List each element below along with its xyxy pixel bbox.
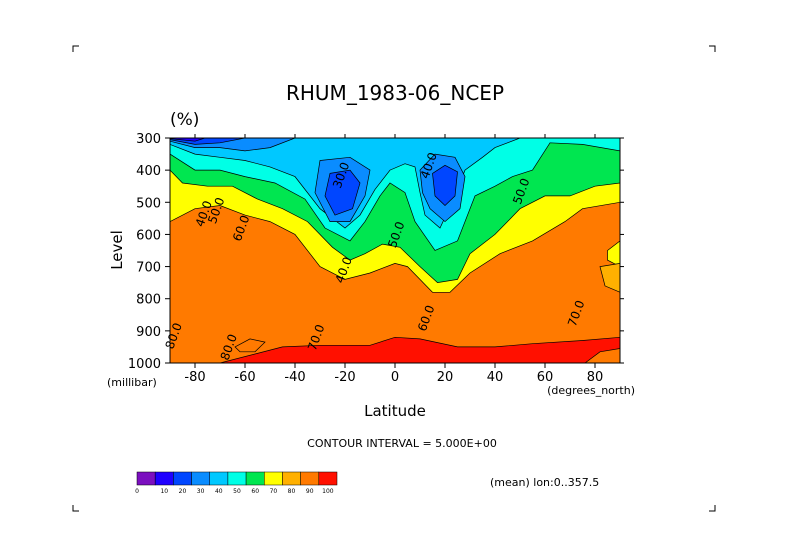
colorbar-swatch [227, 471, 247, 486]
x-tick-label: 80 [587, 370, 604, 385]
colorbar: 0 10 20 30 40 50 60 70 80 90 100 [135, 471, 338, 495]
contour-band-2 [584, 348, 620, 363]
contour-band-1 [234, 338, 266, 353]
x-tick-label: -80 [184, 370, 205, 385]
colorbar-swatch [282, 471, 301, 486]
page-corner-marks [72, 45, 716, 512]
colorbar-swatch [173, 471, 192, 486]
y-axis-label: Level [108, 230, 126, 270]
x-axis-label: Latitude [364, 402, 426, 420]
colorbar-label: 100 [322, 488, 334, 495]
x-tick-label: 20 [437, 370, 454, 385]
colorbar-label: 60 [251, 488, 259, 495]
contour-band-12 [324, 169, 361, 216]
colorbar-swatch [300, 471, 320, 486]
colorbar-swatch [191, 471, 210, 486]
plot-area [170, 138, 620, 363]
colorbar-label: 10 [160, 488, 168, 495]
x-tick-label: -20 [334, 370, 355, 385]
contour-band-13 [432, 164, 458, 206]
mean-longitude-text: (mean) lon:0..357.5 [490, 476, 599, 489]
axis-ticks: -80 -60 -40 -20 0 20 40 60 80 300 400 500 600 700 800 9… [128, 132, 624, 385]
colorbar-label: 40 [215, 488, 223, 495]
y-tick-label: 500 [136, 196, 161, 211]
contour-interval-text: CONTOUR INTERVAL = 5.000E+00 [307, 437, 497, 450]
colorbar-label: 70 [270, 488, 278, 495]
y-tick-label: 1000 [128, 357, 161, 372]
x-axis-units: (degrees_north) [547, 384, 635, 397]
colorbar-label: 80 [288, 488, 296, 495]
colorbar-swatch [245, 471, 265, 486]
y-axis-units: (millibar) [107, 376, 157, 389]
colorbar-label: 90 [306, 488, 314, 495]
x-tick-label: 0 [391, 370, 399, 385]
y-tick-label: 900 [136, 325, 161, 340]
colorbar-swatch [136, 471, 156, 486]
contour-band-14 [170, 138, 206, 142]
colorbar-label: 0 [135, 488, 139, 495]
y-tick-label: 300 [136, 132, 161, 147]
x-tick-label: -40 [284, 370, 305, 385]
contour-band-0 [170, 336, 620, 363]
chart-title: RHUM_1983-06_NCEP [286, 81, 504, 105]
colorbar-label: 30 [197, 488, 205, 495]
colorbar-swatch [264, 471, 283, 486]
colorbar-label: 20 [179, 488, 187, 495]
y-tick-label: 400 [136, 164, 161, 179]
contour-band-4 [607, 240, 620, 267]
colorbar-swatch [209, 471, 229, 486]
y-tick-label: 700 [136, 261, 161, 276]
colorbar-swatch [318, 471, 338, 486]
x-tick-label: -60 [234, 370, 255, 385]
contour-band-15 [599, 263, 620, 293]
units-label: (%) [170, 110, 199, 130]
y-tick-label: 600 [136, 228, 161, 243]
x-tick-label: 60 [537, 370, 554, 385]
colorbar-swatch [154, 471, 174, 486]
x-tick-label: 40 [487, 370, 504, 385]
colorbar-label: 50 [233, 488, 241, 495]
y-tick-label: 800 [136, 293, 161, 308]
